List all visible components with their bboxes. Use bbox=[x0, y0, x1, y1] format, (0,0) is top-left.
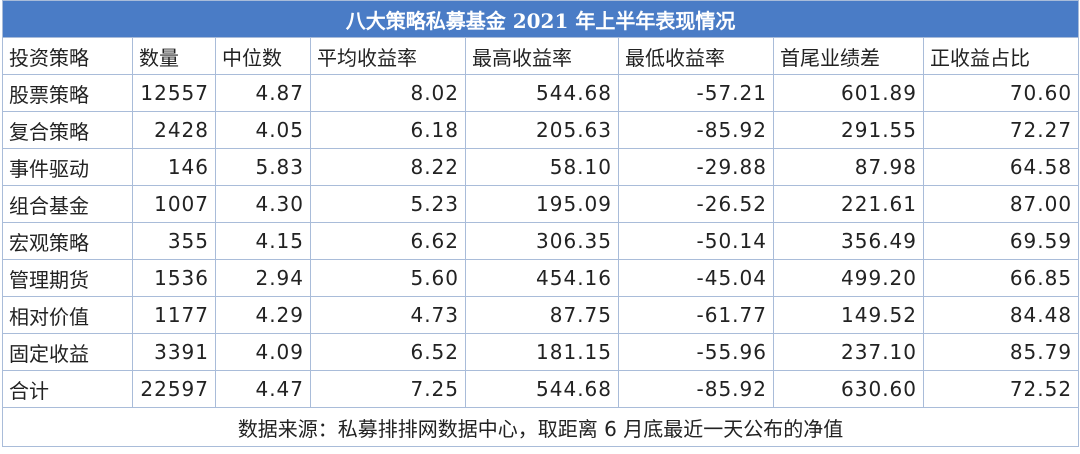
table-body: 股票策略 12557 4.87 8.02 544.68 -57.21 601.89 70.60… bbox=[2, 74, 1080, 408]
value-cell: 221.61 bbox=[773, 185, 924, 223]
strategy-cell: 组合基金 bbox=[2, 185, 133, 223]
value-cell: 306.35 bbox=[465, 222, 619, 260]
value-cell: 6.52 bbox=[310, 333, 466, 371]
value-cell: 4.87 bbox=[215, 74, 311, 112]
value-cell: 630.60 bbox=[773, 370, 924, 408]
value-cell: 87.98 bbox=[773, 148, 924, 186]
value-cell: 87.75 bbox=[465, 296, 619, 334]
value-cell: -55.96 bbox=[618, 333, 774, 371]
value-cell: 4.30 bbox=[215, 185, 311, 223]
strategy-cell: 合计 bbox=[2, 370, 133, 408]
value-cell: 205.63 bbox=[465, 111, 619, 149]
value-cell: 4.73 bbox=[310, 296, 466, 334]
value-cell: 69.59 bbox=[922, 222, 1080, 260]
value-cell: 72.52 bbox=[922, 370, 1080, 408]
value-cell: 1177 bbox=[132, 296, 216, 334]
value-cell: 8.02 bbox=[310, 74, 466, 112]
footer-row: 数据来源：私募排排网数据中心，取距离 6 月底最近一天公布的净值 bbox=[1, 407, 1080, 447]
value-cell: -57.21 bbox=[618, 74, 774, 112]
value-cell: 58.10 bbox=[465, 148, 619, 186]
value-cell: 1007 bbox=[132, 185, 216, 223]
value-cell: 4.09 bbox=[215, 333, 311, 371]
strategy-cell: 固定收益 bbox=[2, 333, 133, 371]
value-cell: 5.83 bbox=[215, 148, 311, 186]
table-row: 宏观策略 355 4.15 6.62 306.35 -50.14 356.49 69.59 bbox=[2, 222, 1080, 260]
source-note: 数据来源：私募排排网数据中心，取距离 6 月底最近一天公布的净值 bbox=[1, 407, 1080, 447]
value-cell: -45.04 bbox=[618, 259, 774, 297]
table-row: 固定收益 3391 4.09 6.52 181.15 -55.96 237.10 85.79 bbox=[2, 333, 1080, 371]
value-cell: 66.85 bbox=[922, 259, 1080, 297]
value-cell: -50.14 bbox=[618, 222, 774, 260]
strategy-cell: 相对价值 bbox=[2, 296, 133, 334]
value-cell: 4.15 bbox=[215, 222, 311, 260]
value-cell: 5.60 bbox=[310, 259, 466, 297]
table-row: 相对价值 1177 4.29 4.73 87.75 -61.77 149.52 84.48 bbox=[2, 296, 1080, 334]
table-row: 股票策略 12557 4.87 8.02 544.68 -57.21 601.89 70.60 bbox=[2, 74, 1080, 112]
value-cell: 195.09 bbox=[465, 185, 619, 223]
value-cell: 6.62 bbox=[310, 222, 466, 260]
value-cell: -61.77 bbox=[618, 296, 774, 334]
strategy-cell: 事件驱动 bbox=[2, 148, 133, 186]
value-cell: 544.68 bbox=[465, 74, 619, 112]
value-cell: -85.92 bbox=[618, 370, 774, 408]
header-row: 投资策略 数量 中位数 平均收益率 最高收益率 最低收益率 首尾业绩差 正收益占比 bbox=[2, 37, 1080, 75]
header-cell: 数量 bbox=[132, 37, 216, 75]
value-cell: 146 bbox=[132, 148, 216, 186]
table-row: 合计 22597 4.47 7.25 544.68 -85.92 630.60 72.52 bbox=[2, 370, 1080, 408]
value-cell: 5.23 bbox=[310, 185, 466, 223]
header-cell: 正收益占比 bbox=[922, 37, 1080, 75]
value-cell: 7.25 bbox=[310, 370, 466, 408]
value-cell: 4.29 bbox=[215, 296, 311, 334]
strategy-cell: 复合策略 bbox=[2, 111, 133, 149]
value-cell: 70.60 bbox=[922, 74, 1080, 112]
title-row: 八大策略私募基金 2021 年上半年表现情况 bbox=[1, 0, 1080, 38]
value-cell: 291.55 bbox=[773, 111, 924, 149]
value-cell: 3391 bbox=[132, 333, 216, 371]
table-row: 事件驱动 146 5.83 8.22 58.10 -29.88 87.98 64.58 bbox=[2, 148, 1080, 186]
header-cell: 投资策略 bbox=[2, 37, 133, 75]
value-cell: 4.05 bbox=[215, 111, 311, 149]
value-cell: 72.27 bbox=[922, 111, 1080, 149]
value-cell: 8.22 bbox=[310, 148, 466, 186]
value-cell: 1536 bbox=[132, 259, 216, 297]
value-cell: 84.48 bbox=[922, 296, 1080, 334]
header-cell: 中位数 bbox=[215, 37, 311, 75]
value-cell: -29.88 bbox=[618, 148, 774, 186]
value-cell: 454.16 bbox=[465, 259, 619, 297]
value-cell: 22597 bbox=[132, 370, 216, 408]
value-cell: 12557 bbox=[132, 74, 216, 112]
header-cell: 最高收益率 bbox=[465, 37, 619, 75]
value-cell: 4.47 bbox=[215, 370, 311, 408]
table-title: 八大策略私募基金 2021 年上半年表现情况 bbox=[1, 0, 1080, 38]
header-cell: 最低收益率 bbox=[618, 37, 774, 75]
value-cell: 544.68 bbox=[465, 370, 619, 408]
value-cell: 181.15 bbox=[465, 333, 619, 371]
value-cell: 499.20 bbox=[773, 259, 924, 297]
table-row: 组合基金 1007 4.30 5.23 195.09 -26.52 221.61 87.00 bbox=[2, 185, 1080, 223]
strategy-cell: 管理期货 bbox=[2, 259, 133, 297]
table-row: 管理期货 1536 2.94 5.60 454.16 -45.04 499.20 66.85 bbox=[2, 259, 1080, 297]
header-cell: 首尾业绩差 bbox=[773, 37, 924, 75]
value-cell: 6.18 bbox=[310, 111, 466, 149]
value-cell: 64.58 bbox=[922, 148, 1080, 186]
value-cell: 237.10 bbox=[773, 333, 924, 371]
strategy-cell: 股票策略 bbox=[2, 74, 133, 112]
value-cell: 149.52 bbox=[773, 296, 924, 334]
header-cell: 平均收益率 bbox=[310, 37, 466, 75]
value-cell: 601.89 bbox=[773, 74, 924, 112]
value-cell: 2428 bbox=[132, 111, 216, 149]
value-cell: 356.49 bbox=[773, 222, 924, 260]
strategy-cell: 宏观策略 bbox=[2, 222, 133, 260]
value-cell: -85.92 bbox=[618, 111, 774, 149]
value-cell: 85.79 bbox=[922, 333, 1080, 371]
value-cell: 87.00 bbox=[922, 185, 1080, 223]
value-cell: -26.52 bbox=[618, 185, 774, 223]
value-cell: 355 bbox=[132, 222, 216, 260]
table-row: 复合策略 2428 4.05 6.18 205.63 -85.92 291.55 72.27 bbox=[2, 111, 1080, 149]
value-cell: 2.94 bbox=[215, 259, 311, 297]
